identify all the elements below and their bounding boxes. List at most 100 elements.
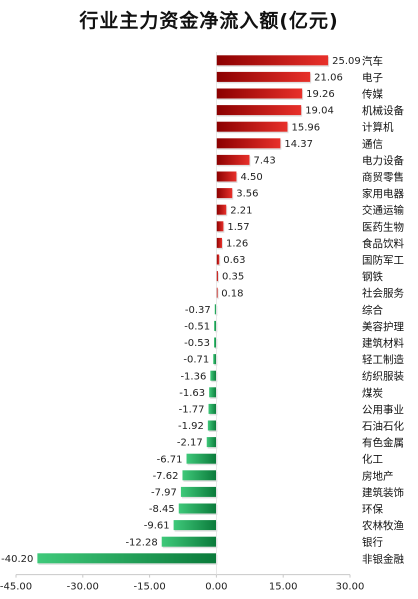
category-label: 银行 [362, 536, 383, 549]
value-label: -1.36 [180, 371, 206, 382]
value-label: 7.43 [253, 156, 275, 167]
value-label: -6.71 [157, 454, 183, 465]
value-label: -0.37 [185, 305, 211, 316]
value-label: 25.09 [332, 56, 361, 67]
bar-通信 [216, 138, 281, 149]
category-label: 通信 [362, 138, 383, 150]
bar-综合 [214, 304, 217, 315]
category-label: 农林牧渔 [362, 519, 404, 532]
bar-电子 [216, 71, 311, 82]
value-label: -7.62 [153, 471, 179, 482]
category-label: 环保 [362, 503, 383, 516]
x-tick-label: -15.00 [133, 582, 165, 593]
category-label: 非银金融 [362, 552, 404, 565]
bar-汽车 [216, 55, 329, 66]
category-label: 煤炭 [362, 386, 383, 399]
bar-国防军工 [216, 254, 220, 265]
x-tick-label: 0.00 [205, 582, 227, 593]
category-label: 石油石化 [362, 420, 404, 433]
value-label: -2.17 [177, 438, 203, 449]
bar-环保 [178, 503, 217, 514]
bar-化工 [186, 453, 217, 464]
value-label: 19.26 [306, 89, 335, 100]
bar-公用事业 [208, 403, 217, 414]
value-label: 4.50 [240, 172, 262, 183]
category-label: 机械设备 [362, 104, 404, 117]
value-label: 15.96 [291, 122, 320, 133]
category-label: 美容护理 [362, 320, 404, 333]
value-label: 21.06 [314, 73, 343, 84]
value-label: 1.57 [227, 222, 249, 233]
category-label: 建筑材料 [362, 337, 404, 350]
value-label: -40.20 [1, 554, 33, 565]
category-label: 有色金属 [362, 436, 404, 449]
category-label: 房地产 [362, 469, 394, 482]
value-label: -1.92 [178, 421, 204, 432]
value-label: 0.63 [223, 255, 245, 266]
bar-石油石化 [207, 420, 217, 431]
category-label: 综合 [362, 303, 383, 316]
category-label: 家用电器 [362, 187, 404, 200]
x-tick-label: -45.00 [0, 582, 32, 593]
bar-建筑装饰 [180, 486, 217, 497]
category-label: 汽车 [362, 54, 383, 67]
x-tick-label: 15.00 [269, 582, 298, 593]
value-label: 3.56 [236, 189, 258, 200]
category-label: 传媒 [362, 88, 383, 101]
value-label: 0.35 [222, 272, 244, 283]
value-label: -0.51 [184, 322, 210, 333]
category-label: 纺织服装 [362, 370, 404, 383]
bar-房地产 [182, 470, 217, 481]
bar-shadow [217, 272, 219, 283]
bar-银行 [161, 536, 217, 547]
bar-商贸零售 [216, 171, 237, 182]
bar-电力设备 [216, 154, 250, 165]
bar-shadow [217, 289, 219, 300]
category-label: 国防军工 [362, 254, 404, 267]
chart-title: 行业主力资金净流入额(亿元) [79, 10, 339, 32]
value-label: -12.28 [125, 537, 157, 548]
value-label: 19.04 [305, 106, 334, 117]
bar-有色金属 [206, 437, 217, 448]
bar-传媒 [216, 88, 303, 99]
value-label: -0.53 [184, 338, 210, 349]
bar-轻工制造 [213, 354, 217, 365]
value-label: -1.63 [179, 388, 205, 399]
x-tick-label: -30.00 [67, 582, 99, 593]
bar-钢铁 [216, 271, 218, 282]
category-label: 交通运输 [362, 204, 404, 217]
category-label: 医药生物 [362, 220, 404, 233]
category-label: 公用事业 [362, 403, 404, 416]
bar-计算机 [216, 121, 288, 132]
bar-非银金融 [37, 553, 217, 564]
bar-家用电器 [216, 188, 233, 199]
bar-社会服务 [216, 287, 218, 298]
bar-食品饮料 [216, 237, 223, 248]
value-label: -1.77 [179, 405, 205, 416]
category-label: 商贸零售 [362, 171, 404, 184]
bar-建筑材料 [214, 337, 217, 348]
value-label: -9.61 [144, 521, 170, 532]
bar-机械设备 [216, 105, 302, 116]
bar-纺织服装 [210, 370, 217, 381]
value-label: -0.71 [183, 355, 209, 366]
category-label: 电力设备 [362, 154, 404, 167]
bar-医药生物 [216, 221, 224, 232]
bar-农林牧渔 [173, 520, 217, 531]
value-label: 14.37 [284, 139, 313, 150]
x-tick-label: 30.00 [336, 582, 365, 593]
category-label: 轻工制造 [362, 353, 404, 366]
value-label: -7.97 [151, 488, 177, 499]
category-label: 电子 [362, 71, 383, 84]
bar-美容护理 [214, 320, 217, 331]
category-label: 钢铁 [362, 270, 383, 283]
category-label: 建筑装饰 [362, 486, 404, 499]
value-label: 0.18 [221, 288, 243, 299]
category-label: 食品饮料 [362, 237, 404, 250]
value-label: 2.21 [230, 205, 252, 216]
bar-煤炭 [209, 387, 217, 398]
value-label: -8.45 [149, 504, 175, 515]
category-label: 化工 [362, 453, 383, 466]
value-label: 1.26 [226, 239, 248, 250]
